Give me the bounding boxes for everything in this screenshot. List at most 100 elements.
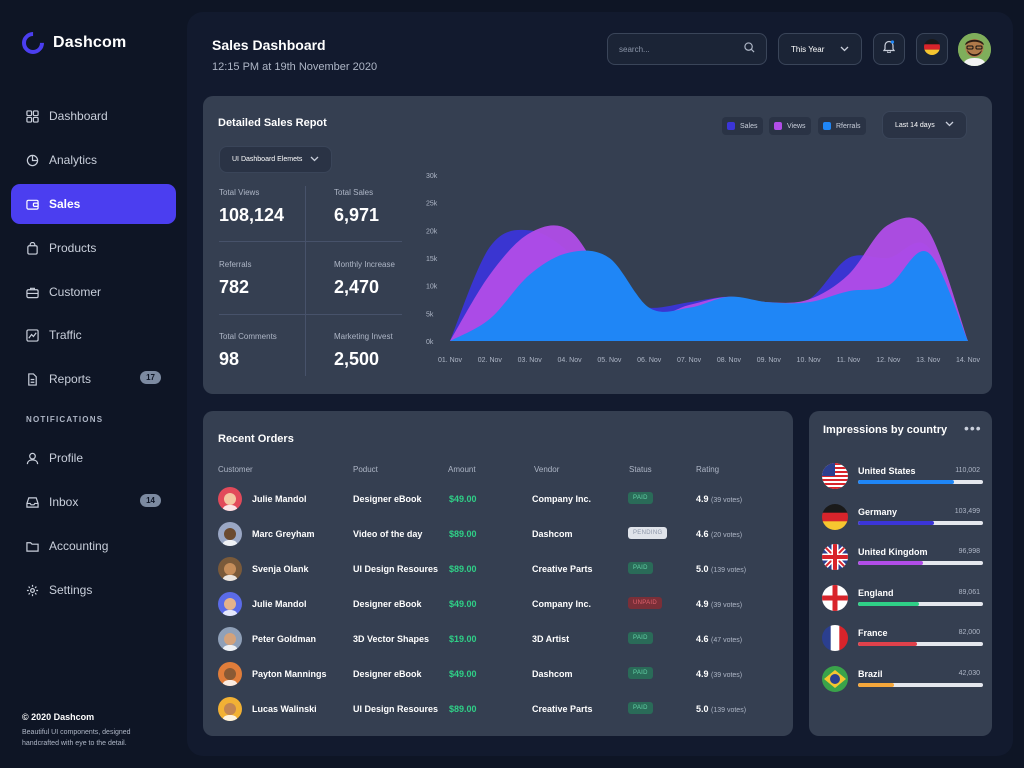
user-avatar[interactable] — [958, 33, 991, 66]
sidebar-item-traffic[interactable]: Traffic — [11, 315, 176, 355]
column-header-amount[interactable]: Amount — [448, 465, 476, 474]
legend-views[interactable]: Views — [769, 117, 811, 135]
vendor-cell: Company Inc. — [532, 599, 592, 609]
status-badge: PENDING — [628, 527, 668, 539]
legend-referrals[interactable]: Rferrals — [818, 117, 866, 135]
sidebar-item-label: Settings — [49, 583, 93, 597]
sidebar-item-settings[interactable]: Settings — [11, 570, 176, 610]
search-input[interactable] — [619, 44, 729, 54]
app-name: Dashcom — [53, 34, 127, 51]
more-options-icon[interactable]: ••• — [964, 420, 982, 436]
product-cell[interactable]: Designer eBook — [353, 494, 422, 504]
period-dropdown[interactable]: This Year — [778, 33, 862, 65]
column-header-vendor[interactable]: Vendor — [534, 465, 560, 474]
area-series-referrals[interactable] — [450, 250, 968, 341]
search-box — [607, 33, 767, 65]
customer-name-cell[interactable]: Julie Mandol — [252, 494, 307, 504]
customer-name-cell[interactable]: Marc Greyham — [252, 529, 315, 539]
customer-name-cell[interactable]: Lucas Walinski — [252, 704, 317, 714]
legend-sales[interactable]: Sales — [722, 117, 763, 135]
vendor-cell: Dashcom — [532, 529, 573, 539]
country-name: Germany — [858, 506, 898, 517]
customer-avatar — [218, 592, 242, 616]
sidebar-item-dashboard[interactable]: Dashboard — [11, 96, 176, 136]
germany-flag-icon — [924, 38, 940, 60]
dashboard-filter-dropdown[interactable]: UI Dashboard Elemets — [219, 146, 332, 173]
country-name: United Kingdom — [858, 547, 928, 558]
customer-name-cell[interactable]: Julie Mandol — [252, 599, 307, 609]
vendor-cell: Company Inc. — [532, 494, 592, 504]
recent-orders-card — [203, 411, 793, 736]
bag-icon — [26, 241, 39, 255]
brazil-flag-icon — [822, 666, 848, 692]
vendor-cell: 3D Artist — [532, 634, 570, 644]
legend-label: Rferrals — [836, 122, 861, 130]
user-icon — [26, 452, 39, 465]
chevron-down-icon — [840, 45, 849, 54]
language-button[interactable] — [916, 33, 948, 65]
stats-divider — [219, 314, 402, 315]
sidebar-item-accounting[interactable]: Accounting — [11, 526, 176, 566]
notifications-button[interactable] — [873, 33, 905, 65]
amount-cell: $49.00 — [449, 494, 477, 504]
sidebar-item-analytics[interactable]: Analytics — [11, 140, 176, 180]
legend-swatch — [823, 122, 831, 130]
country-name: France — [858, 628, 888, 639]
country-name: England — [858, 587, 894, 598]
rating-value: 5.0 — [696, 564, 712, 574]
range-dropdown[interactable]: Last 14 days — [882, 111, 967, 139]
chevron-down-icon — [310, 156, 319, 164]
country-progress-fill — [858, 601, 920, 606]
column-header-rating[interactable]: Rating — [696, 465, 720, 474]
customer-name-cell[interactable]: Payton Mannings — [252, 669, 327, 679]
sales-report-title: Detailed Sales Repot — [218, 117, 327, 129]
sidebar-item-reports[interactable]: Reports 17 — [11, 359, 176, 399]
sidebar-item-inbox[interactable]: Inbox 14 — [11, 482, 176, 522]
product-cell[interactable]: UI Design Resoures — [353, 564, 439, 574]
legend-label: Sales — [740, 122, 758, 130]
product-cell[interactable]: UI Design Resoures — [353, 704, 439, 714]
sidebar-item-sales[interactable]: Sales — [11, 184, 176, 224]
sidebar-item-label: Sales — [49, 197, 81, 211]
product-cell[interactable]: Video of the day — [353, 529, 423, 539]
stat-value-total-sales: 6,971 — [334, 205, 380, 225]
x-tick-label: 05. Nov — [597, 357, 622, 364]
column-header-customer[interactable]: Customer — [218, 465, 253, 474]
stat-value-total-views: 108,124 — [219, 205, 285, 225]
notifications-section-label: NOTIFICATIONS — [26, 415, 104, 424]
country-progress-track — [858, 642, 983, 647]
column-header-product[interactable]: Poduct — [353, 465, 378, 474]
x-tick-label: 13. Nov — [916, 357, 941, 364]
y-tick-label: 30k — [426, 173, 438, 180]
column-header-status[interactable]: Status — [629, 465, 652, 474]
stat-value-total-comments: 98 — [219, 349, 240, 369]
rating-value: 4.9 — [696, 599, 712, 609]
product-cell[interactable]: Designer eBook — [353, 599, 422, 609]
rating-value: 4.6 — [696, 634, 712, 644]
country-progress-fill — [858, 642, 917, 647]
stats-divider — [305, 186, 306, 376]
sidebar: Dashcom Dashboard Analytics Sales Produc… — [0, 0, 186, 768]
product-cell[interactable]: Designer eBook — [353, 669, 422, 679]
sidebar-item-products[interactable]: Products — [11, 228, 176, 268]
country-impressions: 42,030 — [958, 670, 980, 677]
country-progress-fill — [858, 480, 955, 484]
customer-name-cell[interactable]: Svenja Olank — [252, 564, 309, 574]
rating-votes: (139 votes) — [711, 567, 747, 574]
sidebar-item-customer[interactable]: Customer — [11, 272, 176, 312]
vendor-cell: Dashcom — [532, 669, 573, 679]
legend-swatch — [774, 122, 782, 130]
x-tick-label: 10. Nov — [797, 357, 822, 364]
customer-name-cell[interactable]: Peter Goldman — [252, 634, 317, 644]
customer-avatar — [218, 627, 242, 651]
sales-report-card — [203, 96, 992, 394]
logo[interactable]: Dashcom — [17, 27, 127, 59]
stat-value-monthly-increase: 2,470 — [334, 277, 380, 297]
country-impressions: 82,000 — [958, 629, 980, 637]
rating-votes: (47 votes) — [711, 637, 743, 644]
sidebar-item-profile[interactable]: Profile — [11, 438, 176, 478]
germany-flag-icon — [822, 503, 848, 530]
product-cell[interactable]: 3D Vector Shapes — [353, 634, 430, 644]
search-icon[interactable] — [744, 40, 755, 58]
rating-votes: (39 votes) — [711, 497, 743, 504]
